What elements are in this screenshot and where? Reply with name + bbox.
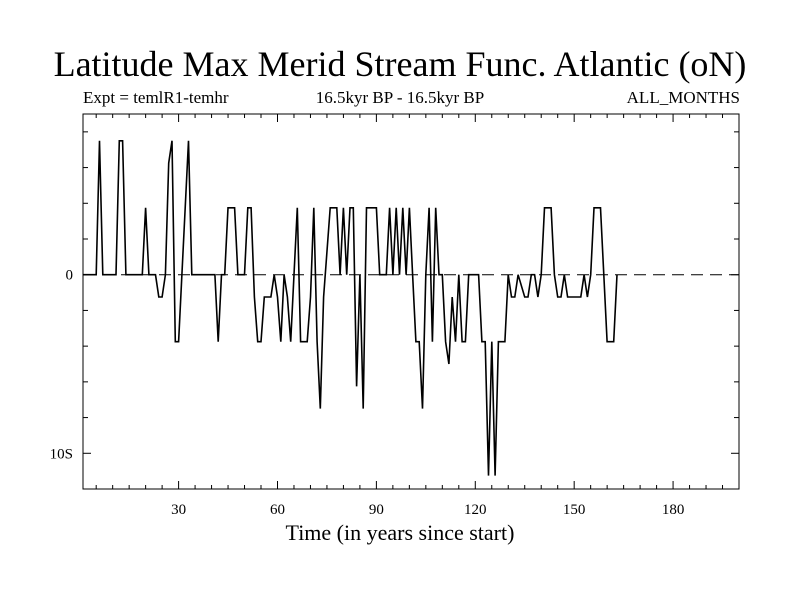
axis-tick-labels: 30 60 90 120 150 180 0 10S bbox=[50, 268, 685, 518]
period-label: 16.5kyr BP - 16.5kyr BP bbox=[315, 88, 485, 107]
x-tick-label-30: 30 bbox=[171, 502, 186, 518]
y-tick-label-10S: 10S bbox=[50, 446, 73, 462]
experiment-label: Expt = temlR1-temhr bbox=[83, 88, 229, 107]
months-label: ALL_MONTHS bbox=[626, 88, 740, 107]
series-line bbox=[83, 140, 618, 476]
x-tick-label-90: 90 bbox=[369, 502, 384, 518]
x-axis-label: Time (in years since start) bbox=[285, 520, 515, 545]
y-tick-label-0: 0 bbox=[66, 268, 74, 284]
x-tick-label-60: 60 bbox=[270, 502, 285, 518]
x-tick-label-150: 150 bbox=[563, 502, 586, 518]
axis-ticks bbox=[83, 114, 739, 490]
chart-title: Latitude Max Merid Stream Func. Atlantic… bbox=[53, 44, 747, 84]
x-tick-label-120: 120 bbox=[464, 502, 487, 518]
x-tick-label-180: 180 bbox=[662, 502, 685, 518]
plot-frame bbox=[82, 113, 740, 490]
